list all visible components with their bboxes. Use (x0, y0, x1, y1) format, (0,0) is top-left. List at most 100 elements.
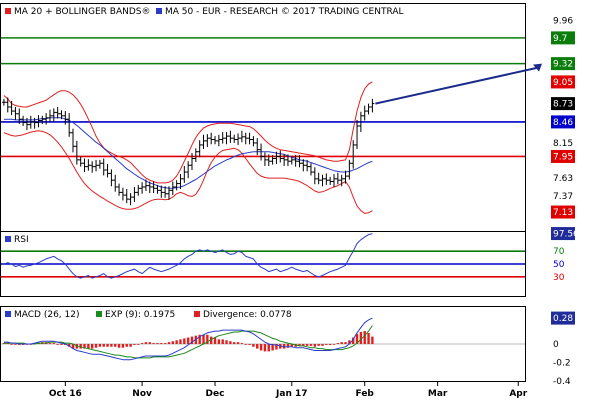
ohlc-bar (259, 143, 264, 161)
ohlc-bar (197, 140, 202, 158)
ohlc-bar (289, 156, 294, 165)
ohlc-bar (155, 184, 160, 194)
divergence-legend-swatch (194, 311, 200, 317)
divergence-bar (367, 332, 370, 344)
price-level-tag-2: 9.05 (551, 75, 575, 89)
divergence-bar (171, 341, 175, 344)
macd-y-tick-1: -0.2 (553, 359, 571, 369)
ohlc-bar (266, 154, 271, 166)
ohlc-bar (1, 98, 6, 106)
ohlc-bar (358, 111, 363, 133)
divergence-bar (248, 344, 251, 345)
divergence-bar (259, 344, 263, 351)
divergence-bar (317, 344, 320, 346)
divergence-bar (371, 336, 374, 344)
divergence-bar (233, 342, 236, 344)
ohlc-bar (247, 132, 252, 145)
ohlc-bar (216, 134, 221, 147)
ohlc-bar (362, 105, 367, 121)
ohlc-bar (124, 188, 129, 204)
divergence-bar (286, 344, 290, 348)
divergence-bar (163, 343, 167, 344)
price-y-tick-1: 8.15 (553, 139, 573, 149)
divergence-bar (160, 343, 163, 344)
ohlc-bar (74, 140, 79, 165)
ohlc-bar (182, 165, 187, 183)
divergence-bar (156, 343, 159, 344)
ohlc-bar (136, 184, 141, 196)
price-legend: MA 20 + BOLLINGER BANDS® MA 50 - EUR - R… (5, 7, 404, 17)
x-tick-label-1: Nov (132, 389, 152, 399)
ohlc-bar (332, 174, 337, 187)
divergence-bar (206, 334, 209, 344)
svg-text:8.73: 8.73 (553, 100, 573, 110)
svg-text:8.46: 8.46 (553, 118, 573, 128)
ohlc-bar (239, 130, 244, 143)
ohlc-bar (201, 134, 206, 150)
divergence-bar (221, 339, 224, 344)
rsi-current-tag: 97.56 (551, 227, 579, 241)
ohlc-bar (51, 108, 56, 122)
ohlc-bar (55, 106, 60, 119)
divergence-bar (263, 344, 267, 352)
divergence-bar (186, 337, 190, 344)
divergence-bar (152, 343, 155, 344)
divergence-bar (302, 344, 305, 346)
divergence-bar (98, 344, 102, 347)
ohlc-bar (86, 159, 91, 171)
divergence-bar (179, 339, 182, 344)
ohlc-bar (128, 193, 133, 206)
ohlc-bar (9, 100, 14, 116)
x-tick-label-5: Mar (428, 389, 448, 399)
ohlc-bar (120, 187, 125, 201)
divergence-bar (213, 337, 217, 344)
ohlc-bar (67, 113, 72, 137)
rsi-y-tick-0: 70 (553, 247, 565, 257)
divergence-bar (363, 331, 366, 344)
ohlc-bar (101, 158, 106, 176)
price-y-tick-2: 7.63 (553, 174, 573, 184)
ohlc-bar (36, 115, 41, 128)
divergence-bar (328, 344, 332, 345)
ohlc-bar (90, 161, 95, 173)
price-y-tick-3: 7.37 (553, 192, 573, 202)
ohlc-bar (312, 167, 317, 185)
divergence-bar (106, 344, 109, 347)
ohlc-bar (278, 150, 283, 163)
ohlc-bar (316, 172, 321, 185)
divergence-bar (252, 344, 255, 347)
signal-legend-swatch (96, 311, 102, 317)
x-tick-label-0: Oct 16 (49, 389, 82, 399)
ohlc-bar (63, 111, 68, 125)
ohlc-bar (151, 181, 156, 194)
divergence-bar (133, 344, 136, 345)
svg-text:0.28: 0.28 (553, 314, 573, 324)
divergence-bar (298, 344, 301, 346)
ohlc-bar (97, 159, 102, 169)
ohlc-bar (5, 97, 10, 113)
divergence-bar (321, 344, 324, 346)
macd-legend: MACD (26, 12) EXP (9): 0.1975 Divergence… (5, 310, 292, 320)
ohlc-bar (140, 182, 145, 194)
ohlc-bar (236, 133, 241, 145)
svg-text:7.95: 7.95 (553, 152, 573, 162)
ohlc-bar (305, 159, 310, 172)
divergence-bar (148, 342, 151, 344)
ohlc-bar (282, 154, 287, 166)
divergence-bar (144, 342, 148, 344)
divergence-bar (209, 336, 213, 344)
price-level-tag-4: 8.46 (551, 115, 575, 129)
signal-label: EXP (9): 0.1975 (105, 310, 175, 320)
ohlc-bar (255, 138, 260, 156)
ma50-legend-label: MA 50 - EUR - RESEARCH © 2017 TRADING CE… (165, 7, 404, 17)
ohlc-bar (339, 174, 344, 187)
ohlc-bar (232, 134, 237, 143)
divergence-bar (325, 344, 328, 345)
divergence-bar (217, 339, 221, 344)
rsi-legend-swatch (5, 236, 11, 242)
ohlc-bar (32, 117, 37, 129)
ohlc-bar (320, 174, 325, 187)
divergence-bar (94, 344, 98, 348)
divergence-bar (10, 344, 13, 345)
divergence-bar (309, 344, 313, 346)
